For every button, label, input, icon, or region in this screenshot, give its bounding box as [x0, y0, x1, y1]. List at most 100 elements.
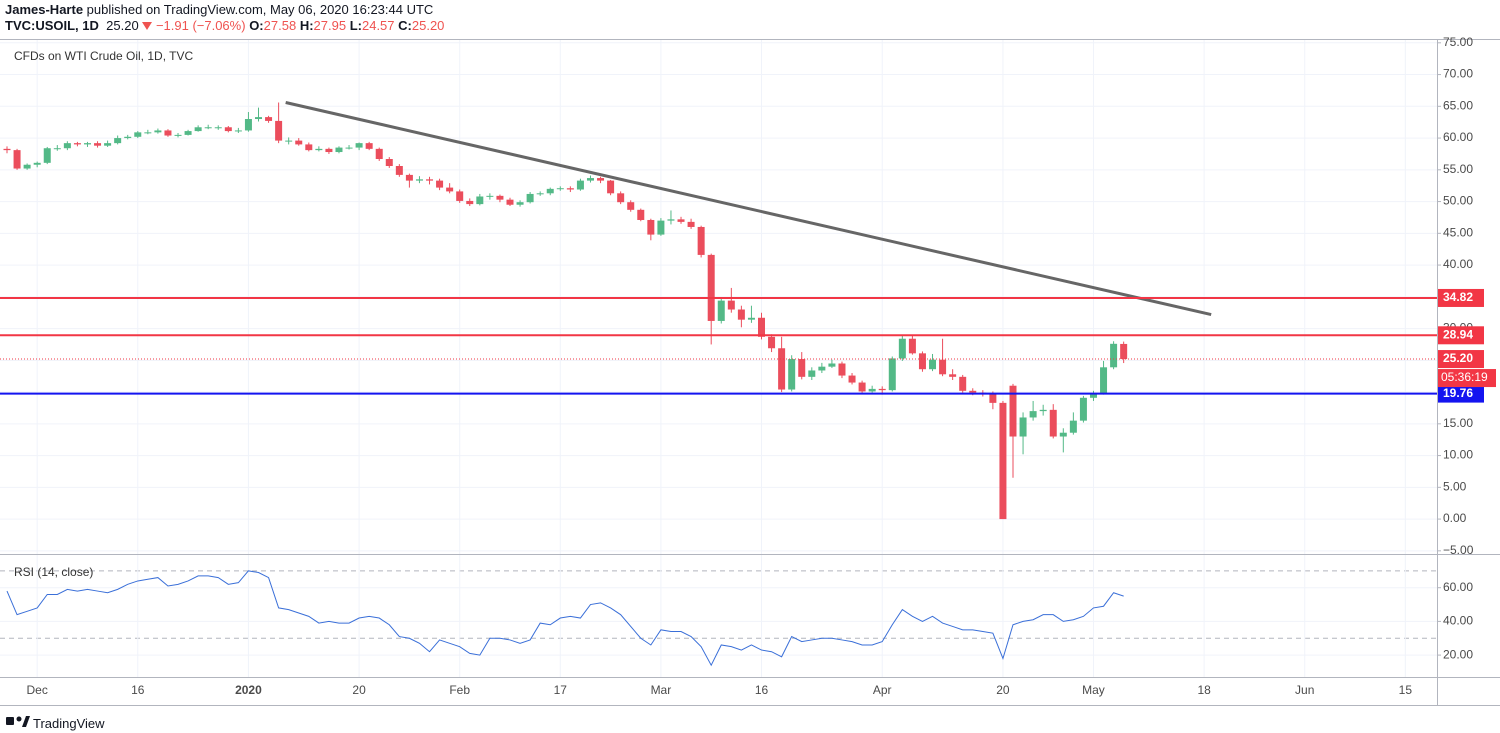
y-tick-label: 75.00 [1443, 35, 1473, 49]
candle-body [446, 187, 454, 192]
grid [0, 39, 1437, 677]
y-tick-label: 0.00 [1443, 511, 1467, 525]
ohlc-label: C: [398, 18, 412, 33]
candle-body [1089, 393, 1097, 398]
candle-body [405, 174, 413, 181]
candle-body [124, 136, 132, 139]
countdown: 05:36:19 [1441, 370, 1488, 384]
symbol: TVC:USOIL, 1D [5, 18, 99, 33]
candle-body [295, 140, 303, 145]
down-arrow [142, 22, 153, 30]
ohlc-value: 27.95 [313, 18, 347, 33]
level-label: 19.76 [1443, 386, 1473, 400]
candle-body [194, 127, 202, 132]
candle-body [526, 193, 534, 203]
x-tick-label: Dec [27, 683, 48, 697]
x-tick-label: May [1082, 683, 1105, 697]
candle-body [415, 179, 423, 181]
countdown-box [1438, 369, 1496, 388]
y-tick-label: 15.00 [1443, 416, 1473, 430]
candle-body [214, 127, 222, 129]
candle-body [637, 209, 645, 220]
candle-body [456, 191, 464, 201]
candle-body [365, 143, 373, 149]
candle-body [597, 178, 605, 181]
candle-body [114, 138, 122, 144]
candle-body [677, 219, 685, 222]
y-tick-label: 60.00 [1443, 130, 1473, 144]
header-line-2: TVC:USOIL, 1D 25.20 −1.91 (−7.06%) O:27.… [5, 18, 444, 33]
candle-body [818, 366, 826, 371]
legend: CFDs on WTI Crude Oil, 1D, TVC [14, 49, 193, 63]
candle-body [134, 132, 142, 137]
candle-body [1029, 411, 1037, 418]
candle-body [607, 180, 615, 194]
candle-body [768, 336, 776, 349]
y-tick-label: 20.00 [1443, 647, 1473, 661]
ohlc-label: H: [299, 18, 314, 33]
candle-body [255, 117, 262, 120]
candle-body [1049, 409, 1057, 437]
candle-body [657, 220, 665, 235]
candle-body [647, 219, 655, 235]
candle-body [617, 193, 625, 203]
candle-body [345, 147, 353, 149]
rsi-title: RSI (14, close) [14, 565, 93, 579]
level-label-box [1438, 288, 1484, 307]
candle-body [747, 317, 755, 320]
candle-body [265, 117, 273, 121]
candle-body [697, 226, 705, 255]
x-tick-label: 2020 [235, 683, 262, 697]
candle-body [878, 388, 886, 391]
candle-body [144, 132, 152, 134]
candle-body [13, 150, 21, 169]
candle-body [53, 148, 61, 150]
candle-body [1069, 420, 1077, 433]
ohlc-value: 24.57 [361, 18, 395, 33]
candle-body [939, 359, 947, 375]
candle-body [325, 148, 333, 153]
candle-body [516, 202, 524, 205]
candle-body [858, 382, 866, 392]
candle-body [496, 195, 504, 200]
candle-body [556, 188, 564, 190]
candle-body [788, 359, 796, 390]
level-label: 34.82 [1443, 290, 1473, 304]
ohlc-value: 27.58 [263, 18, 297, 33]
x-tick-label: 17 [554, 683, 568, 697]
candle-body [707, 254, 715, 321]
candle-body [969, 390, 977, 393]
plot [0, 101, 1437, 667]
x-tick-label: Feb [449, 683, 470, 697]
candle-body [426, 179, 434, 181]
candle-body [154, 130, 162, 133]
candle-body [898, 338, 906, 359]
candle-body [1120, 343, 1128, 360]
x-tick-label: 16 [131, 683, 145, 697]
candle-body [1019, 417, 1027, 437]
x-tick-label: 20 [352, 683, 366, 697]
y-tick-label: 70.00 [1443, 67, 1473, 81]
candle-body [808, 370, 816, 377]
candle-body [244, 119, 252, 131]
candle-body [566, 188, 574, 190]
author: James-Harte [5, 2, 84, 17]
candle-body [1079, 397, 1087, 421]
candle-body [476, 196, 484, 205]
rsi-line [6, 570, 1124, 667]
candle-body [888, 358, 896, 391]
candle-body [868, 388, 876, 392]
x-tick-label: Jun [1295, 683, 1314, 697]
candle-body [23, 164, 31, 169]
ohlc-label: O: [249, 18, 264, 33]
candle-body [234, 130, 242, 132]
footer-brand: TradingView [33, 716, 105, 731]
level-label-box [1438, 326, 1484, 345]
y-tick-label: 10.00 [1443, 448, 1473, 462]
candle-body [1039, 409, 1047, 412]
y-tick-label: 5.00 [1443, 479, 1467, 493]
candle-body [727, 300, 735, 310]
candle-body [63, 143, 71, 149]
